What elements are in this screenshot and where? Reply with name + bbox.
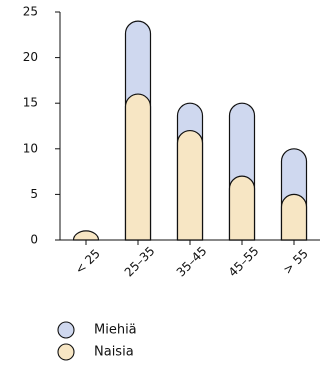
bar-naisia-4 [280, 193, 308, 241]
legend-swatch-naisia [57, 343, 75, 361]
y-tick-label-2: 10 [23, 141, 38, 155]
y-tick-label-4: 20 [23, 50, 38, 64]
legend-label-miehi-: Miehiä [94, 323, 137, 338]
y-tick-label-3: 15 [23, 96, 38, 110]
bar-naisia-0 [72, 230, 100, 241]
bar-naisia-2 [176, 129, 204, 241]
x-tick-label-1: 25–35 [122, 244, 158, 280]
bar-naisia-1 [124, 93, 152, 241]
x-tick-label-0: < 25 [72, 246, 103, 277]
bar-naisia-3 [228, 175, 256, 241]
legend-label-naisia: Naisia [94, 345, 134, 360]
y-tick-label-1: 5 [30, 187, 38, 201]
axes-group: < 25 25–35 35–45 45–55 > 55 0 5 10 15 20 25 [23, 5, 320, 280]
legend: Miehiä Naisia [57, 321, 137, 361]
x-tick-label-4: > 55 [280, 246, 311, 277]
x-tick-label-2: 35–45 [174, 244, 210, 280]
bars-group [72, 20, 308, 241]
y-tick-label-5: 25 [23, 5, 38, 19]
x-tick-label-3: 45–55 [226, 244, 262, 280]
y-tick-label-0: 0 [30, 233, 38, 247]
legend-swatch-miehi- [57, 321, 75, 339]
